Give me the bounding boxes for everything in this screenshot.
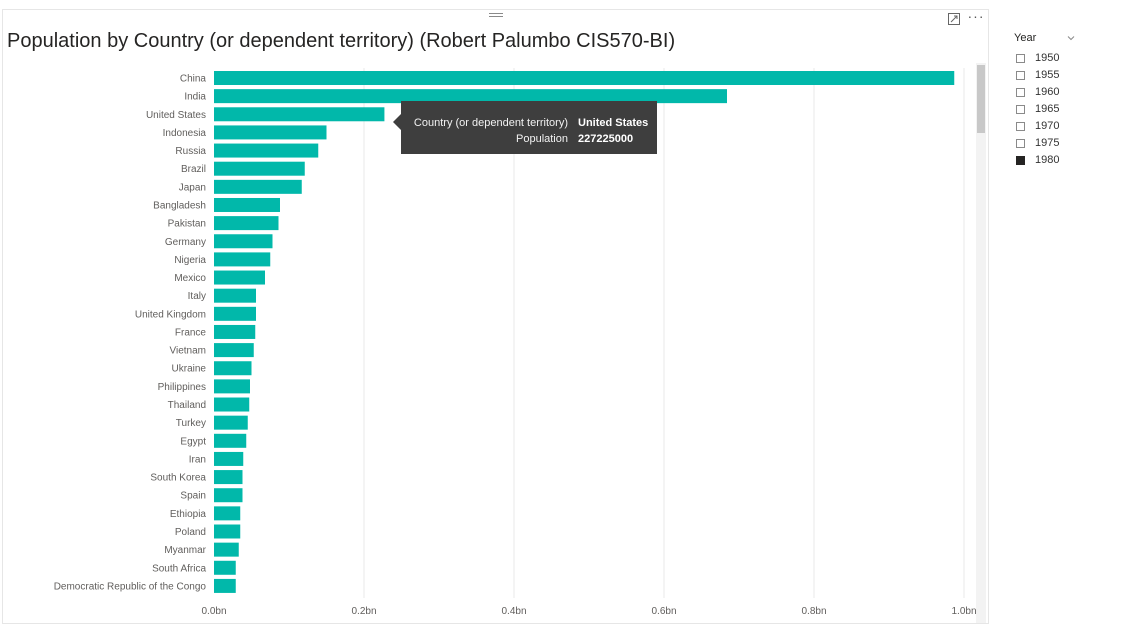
slicer-header: Year [1014,32,1037,44]
chevron-down-icon[interactable] [1066,30,1076,41]
category-label: Brazil [181,164,206,175]
category-label: Egypt [180,436,206,447]
category-label: South Africa [152,563,206,574]
bar[interactable] [214,415,248,430]
bar[interactable] [214,470,243,485]
more-options-icon[interactable]: ··· [967,8,985,24]
checkbox[interactable] [1016,88,1025,97]
category-label: Philippines [158,382,206,393]
bar[interactable] [214,234,273,249]
category-label: Indonesia [163,128,207,139]
bar[interactable] [214,343,254,358]
bar[interactable] [214,488,243,503]
category-label: Germany [165,237,206,248]
checkbox[interactable] [1016,139,1025,148]
bar[interactable] [214,542,239,557]
bar[interactable] [214,197,280,212]
checkbox[interactable] [1016,156,1025,165]
bar[interactable] [214,451,244,466]
bar[interactable] [214,89,727,104]
category-label: Nigeria [174,255,206,266]
bar-chart-plot: 0.0bn 0.2bn 0.4bn 0.6bn 0.8bn 1.0bn China India… [54,68,977,617]
slicer-item-label: 1955 [1035,69,1060,81]
slicer-item-label: 1970 [1035,120,1060,132]
checkbox[interactable] [1016,122,1025,131]
chart-scrollbar-track[interactable] [976,63,986,623]
tooltip-value: United States [578,117,649,129]
bar[interactable] [214,125,327,140]
checkbox[interactable] [1016,54,1025,63]
category-label: Pakistan [168,219,206,230]
bar[interactable] [214,107,385,122]
bar[interactable] [214,506,241,521]
category-label: Bangladesh [153,200,206,211]
category-label: India [184,92,206,103]
chart-title: Population by Country (or dependent terr… [7,30,676,52]
category-label: Spain [180,491,206,502]
slicer-item-label: 1965 [1035,103,1060,115]
x-tick-label: 0.0bn [201,606,226,617]
checkbox[interactable] [1016,105,1025,114]
bar[interactable] [214,560,236,575]
tooltip-row-country: Country (or dependent territory) United … [401,117,657,131]
slicer-item-label: 1975 [1035,137,1060,149]
bar[interactable] [214,252,271,267]
bar-chart-visual[interactable]: ··· Population by Country (or dependent … [2,9,989,624]
tooltip-value: 227225000 [578,133,634,145]
category-label: Democratic Republic of the Congo [54,581,207,592]
bar[interactable] [214,216,279,231]
bar[interactable] [214,143,319,158]
category-label: Vietnam [169,346,206,357]
bar[interactable] [214,179,302,194]
x-tick-label: 0.6bn [651,606,676,617]
x-tick-label: 0.2bn [351,606,376,617]
category-label: Ukraine [172,364,207,375]
bar[interactable] [214,433,247,448]
category-label: Russia [175,146,206,157]
category-label: Ethiopia [170,509,207,520]
category-label: France [175,327,207,338]
category-label: Turkey [176,418,206,429]
category-label: China [180,74,207,85]
slicer-item-label: 1950 [1035,52,1060,64]
category-label: South Korea [150,473,206,484]
chart-scrollbar-thumb[interactable] [977,65,985,133]
x-tick-label: 0.4bn [501,606,526,617]
slicer-item-label: 1980 [1035,154,1060,166]
slicer-item-label: 1960 [1035,86,1060,98]
bar[interactable] [214,578,236,593]
category-label: Italy [188,291,206,302]
category-label: Japan [179,182,206,193]
bar[interactable] [214,524,241,539]
category-label: Iran [189,454,206,465]
bar[interactable] [214,288,256,303]
bar[interactable] [214,324,256,339]
x-tick-label: 1.0bn [951,606,976,617]
category-label: Thailand [168,400,206,411]
x-tick-label: 0.8bn [801,606,826,617]
data-tooltip: Country (or dependent territory) United … [393,101,657,154]
bar[interactable] [214,161,305,176]
drag-handle-icon[interactable] [489,13,503,21]
category-label: United Kingdom [135,309,206,320]
category-label: Mexico [174,273,206,284]
bar[interactable] [214,397,250,412]
category-label: Myanmar [164,545,206,556]
category-label: Poland [175,527,206,538]
bar[interactable] [214,306,256,321]
year-slicer: Year 1950 1955 1960 1965 1970 1975 [1014,30,1109,170]
tooltip-row-population: Population 227225000 [401,133,657,147]
focus-mode-icon[interactable] [947,12,961,26]
bar[interactable] [214,71,955,85]
tooltip-key: Population [516,133,568,145]
checkbox[interactable] [1016,71,1025,80]
category-label: United States [146,110,206,121]
bar[interactable] [214,379,250,394]
bar[interactable] [214,361,252,376]
bar[interactable] [214,270,265,285]
tooltip-key: Country (or dependent territory) [413,117,568,129]
